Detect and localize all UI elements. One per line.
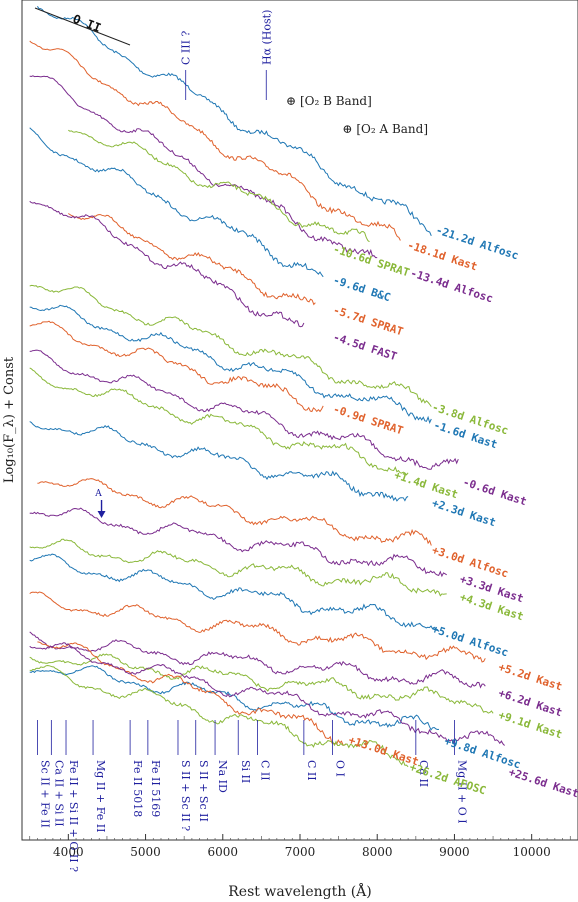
spectrum-line <box>68 213 316 306</box>
spectrum-line <box>37 478 432 546</box>
spectrum-line <box>29 507 447 578</box>
line-id-label: S II + Sc II ? <box>179 760 192 831</box>
x-tick-label: 9000 <box>439 845 470 859</box>
series-label: +2.3d Kast <box>430 496 497 529</box>
x-tick-label: 4000 <box>53 845 84 859</box>
series-label: -9.6d B&C <box>332 273 393 304</box>
line-id-label: Si II <box>239 760 252 783</box>
line-id-label: Fe II 5018 <box>131 760 144 817</box>
oii-label: O II <box>71 12 103 35</box>
spectrum-line <box>29 40 401 241</box>
line-id-layer: Sc II + Fe II Ca II + Si II Fe II + Si II … <box>37 10 468 872</box>
series-label: +1.4d Kast <box>393 468 460 501</box>
spectrum-line <box>29 320 324 413</box>
line-id-label: O I <box>333 760 346 777</box>
series-label: -0.6d Kast <box>461 475 528 508</box>
line-id-label: Hα (Host) <box>260 10 273 65</box>
line-id-label: Fe II 5169 <box>149 760 162 817</box>
spectrum-line <box>37 641 347 746</box>
spectrum-line <box>68 129 370 243</box>
spectrum-line <box>29 75 378 259</box>
line-id-label: Sc II + Fe II <box>38 760 51 828</box>
line-id-label: C II <box>305 760 318 781</box>
series-label: +25.6d Kast <box>507 765 578 800</box>
spectrum-line <box>29 631 486 689</box>
series-label: -13.4d Alfosc <box>409 266 495 305</box>
oii-slope-line <box>34 7 131 46</box>
series-label: -10.6d SPRAT <box>332 242 412 279</box>
spectrum-line <box>29 200 305 328</box>
spectrum-line <box>29 591 486 663</box>
line-id-label: Ca II + Si II <box>52 760 65 827</box>
line-id-label: Fe II + Si II + O II ? <box>67 760 80 872</box>
telluric-symbol: ⊕ <box>342 122 352 136</box>
telluric-symbol: ⊕ <box>286 94 296 108</box>
x-tick-label: 5000 <box>130 845 161 859</box>
line-id-label: C II <box>259 760 272 781</box>
spectra-layer <box>29 6 505 768</box>
spectrum-line <box>29 127 324 278</box>
spectrum-line <box>29 367 409 476</box>
series-label-layer: -21.2d Alfosc-18.1d Kast-13.4d Alfosc-10… <box>332 223 578 800</box>
spectrum-line <box>29 664 409 768</box>
spectrum-line <box>29 553 440 632</box>
line-id-label: Mg II + Fe II <box>94 760 107 832</box>
annotation-label: A <box>94 489 102 499</box>
x-tick-label: 10000 <box>513 845 551 859</box>
telluric-label: [O₂ A Band] <box>356 122 428 136</box>
series-label: +13.0d Kast <box>347 733 420 768</box>
line-id-label: Mg II + O I <box>455 760 468 824</box>
x-tick-label: 7000 <box>285 845 316 859</box>
oii-marker: O II <box>34 7 131 46</box>
spectrum-line <box>29 349 459 470</box>
y-axis-label: Log₁₀(F_λ) + Const <box>2 356 17 483</box>
annotation-arrowhead <box>97 511 106 518</box>
x-axis-label: Rest wavelength (Å) <box>228 882 371 900</box>
spectrum-line <box>29 538 447 597</box>
spectrum-line <box>29 653 494 714</box>
line-id-label: Ca II <box>417 760 430 787</box>
spectrum-line <box>29 642 505 746</box>
x-tick-label: 8000 <box>362 845 393 859</box>
spectrum-line <box>29 304 432 425</box>
spectrum-line <box>36 6 432 236</box>
spectrum-line <box>29 665 440 731</box>
telluric-label: [O₂ B Band] <box>300 94 372 108</box>
series-label: +5.0d Alfosc <box>430 622 510 659</box>
line-id-label: S II + Sc II <box>197 760 210 822</box>
spectrum-line <box>29 284 432 407</box>
series-label: -0.9d SPRAT <box>332 402 406 437</box>
line-id-label: Na ID <box>216 760 229 793</box>
axes-layer: 4000 5000 6000 7000 8000 9000 10000 <box>29 834 571 859</box>
spectrum-line <box>29 421 409 502</box>
series-label: -4.5d FAST <box>332 330 399 363</box>
line-id-label: C III ? <box>180 31 193 65</box>
x-tick-label: 6000 <box>208 845 239 859</box>
